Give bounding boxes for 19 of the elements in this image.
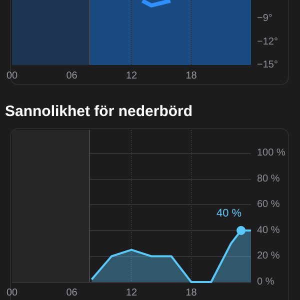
x-tick-label: 06	[66, 288, 78, 298]
y-tick-label: 20 %	[257, 250, 280, 262]
y-tick-label: 40 %	[257, 224, 280, 236]
x-tick-label: 00	[6, 70, 18, 82]
y-tick-label: 100 %	[257, 148, 286, 159]
y-tick-label: 0 %	[257, 276, 274, 288]
chart-title: Sannolikhet för nederbörd	[5, 103, 193, 120]
y-tick-label: −15°	[257, 60, 278, 70]
x-tick-label: 18	[186, 288, 198, 298]
data-label: 40 %	[216, 207, 242, 220]
y-tick-label: −12°	[257, 36, 278, 48]
y-tick-label: 80 %	[257, 173, 280, 184]
y-tick-label: 60 %	[257, 199, 280, 210]
x-tick-label: 00	[6, 288, 18, 298]
x-tick-label: 12	[126, 70, 138, 82]
x-tick-label: 18	[186, 70, 198, 82]
x-tick-label: 06	[66, 70, 78, 82]
y-tick-label: −9°	[257, 13, 272, 24]
x-tick-label: 12	[126, 288, 138, 298]
